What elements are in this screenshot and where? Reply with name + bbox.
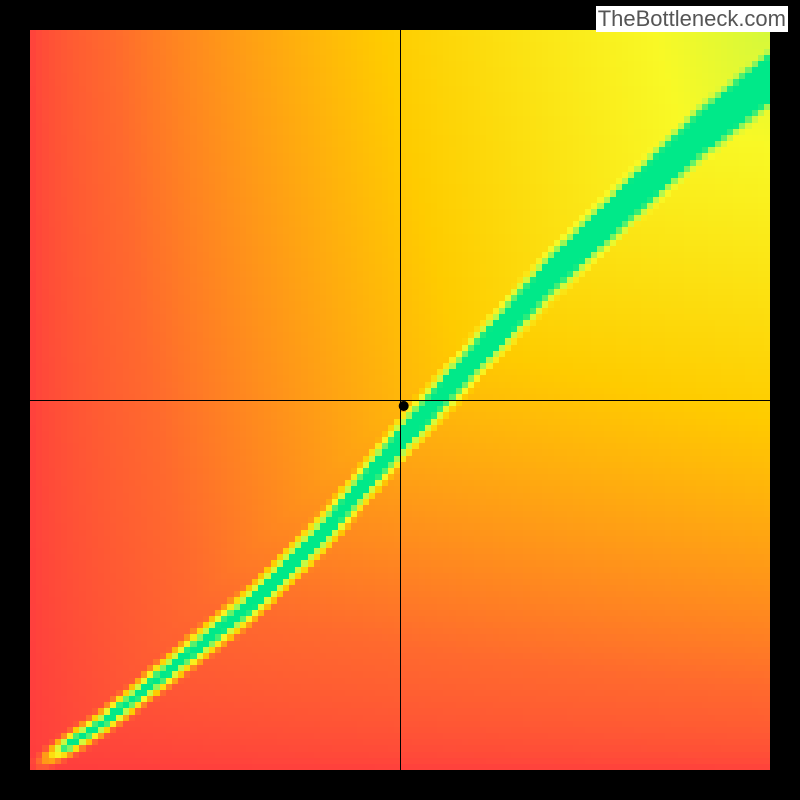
plot-area xyxy=(30,30,770,770)
figure-frame: TheBottleneck.com xyxy=(0,0,800,800)
attribution-text: TheBottleneck.com xyxy=(596,6,788,32)
heatmap-canvas xyxy=(30,30,770,770)
